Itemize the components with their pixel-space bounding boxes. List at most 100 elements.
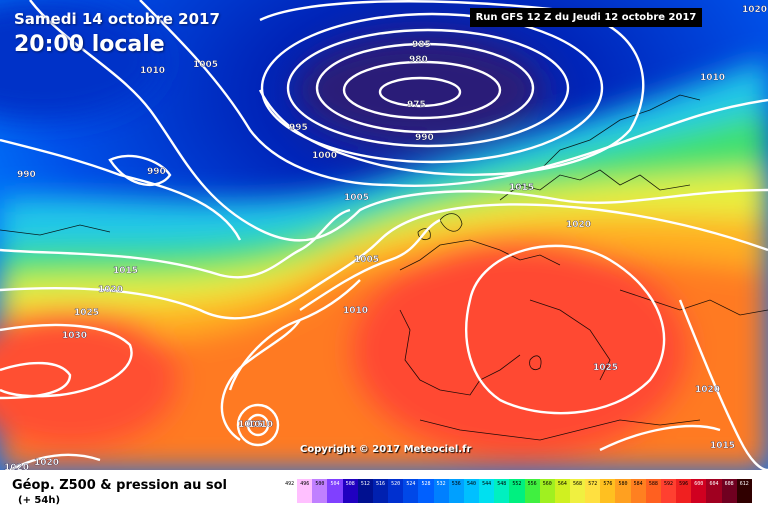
isobar-label: 975 bbox=[407, 100, 426, 110]
legend-value: 612 bbox=[739, 481, 749, 487]
legend-swatch: 572 bbox=[585, 479, 601, 503]
legend-value: 524 bbox=[406, 481, 416, 487]
legend-value: 592 bbox=[663, 481, 673, 487]
legend-swatch: 588 bbox=[645, 479, 661, 503]
legend-swatch: 492 bbox=[282, 479, 298, 503]
isobar-label: 1020 bbox=[742, 5, 767, 15]
legend-swatch: 548 bbox=[494, 479, 510, 503]
legend-value: 532 bbox=[436, 481, 446, 487]
legend-swatch: 528 bbox=[418, 479, 434, 503]
legend-swatch: 560 bbox=[539, 479, 555, 503]
isobar-label: 985 bbox=[412, 40, 431, 50]
isobar-label: 1015 bbox=[113, 266, 138, 276]
isobar-label: 1020 bbox=[34, 458, 59, 468]
legend-swatch: 496 bbox=[297, 479, 313, 503]
temperature-field bbox=[0, 0, 768, 470]
isobar-label: 1000 bbox=[312, 151, 337, 161]
legend-swatch: 508 bbox=[342, 479, 358, 503]
isobar-label: 1030 bbox=[62, 331, 87, 341]
legend-value: 604 bbox=[709, 481, 719, 487]
legend-swatch: 544 bbox=[479, 479, 495, 503]
isobar-label: 1010 bbox=[700, 73, 725, 83]
chart-title: Géop. Z500 & pression au sol bbox=[12, 478, 227, 493]
legend-swatch: 556 bbox=[524, 479, 540, 503]
legend-swatch: 512 bbox=[357, 479, 373, 503]
legend-swatch: 564 bbox=[554, 479, 570, 503]
legend-value: 536 bbox=[451, 481, 461, 487]
legend-swatch: 612 bbox=[736, 479, 752, 503]
legend-value: 512 bbox=[360, 481, 370, 487]
model-run-label: Run GFS 12 Z du Jeudi 12 octobre 2017 bbox=[470, 8, 702, 27]
legend-value: 516 bbox=[376, 481, 386, 487]
isobar-label: 1005 bbox=[354, 255, 379, 265]
isobar-label: 1020 bbox=[566, 220, 591, 230]
legend-value: 528 bbox=[421, 481, 431, 487]
legend-value: 572 bbox=[588, 481, 598, 487]
legend-value: 588 bbox=[648, 481, 658, 487]
legend-value: 580 bbox=[618, 481, 628, 487]
legend-value: 492 bbox=[285, 481, 295, 487]
legend-swatch: 536 bbox=[448, 479, 464, 503]
legend-swatch: 584 bbox=[630, 479, 646, 503]
isobar-label: 990 bbox=[17, 170, 36, 180]
isobars bbox=[0, 0, 768, 470]
legend-swatch: 500 bbox=[312, 479, 328, 503]
legend-swatch: 592 bbox=[660, 479, 677, 503]
legend-swatch: 580 bbox=[615, 479, 631, 503]
legend-value: 552 bbox=[512, 481, 522, 487]
legend-value: 544 bbox=[482, 481, 492, 487]
isobar-label: 1005 bbox=[193, 60, 218, 70]
legend-value: 568 bbox=[573, 481, 583, 487]
legend-swatch: 608 bbox=[721, 479, 737, 503]
legend-value: 496 bbox=[300, 481, 310, 487]
isobar-label: 995 bbox=[289, 123, 308, 133]
isobar-label: 990 bbox=[415, 133, 434, 143]
legend-value: 596 bbox=[679, 481, 689, 487]
legend-swatch: 568 bbox=[569, 479, 586, 503]
isobar-label: 990 bbox=[147, 167, 166, 177]
legend-value: 560 bbox=[542, 481, 552, 487]
legend-swatch: 596 bbox=[676, 479, 692, 503]
isobar-label: 1025 bbox=[74, 308, 99, 318]
isobar-label: 1005 bbox=[344, 193, 369, 203]
legend-swatch: 552 bbox=[509, 479, 525, 503]
forecast-date: Samedi 14 octobre 2017 bbox=[14, 10, 220, 28]
pressure-map: 1010 1005 985 980 975 990 995 1000 990 9… bbox=[0, 0, 768, 470]
legend-value: 504 bbox=[330, 481, 340, 487]
isobar-label: 1010 bbox=[140, 66, 165, 76]
coastlines bbox=[0, 94, 768, 441]
legend-value: 520 bbox=[391, 481, 401, 487]
legend-value: 608 bbox=[724, 481, 734, 487]
color-legend: 492 496 500 504 508 512 516 520 524 528 532 536 540 5… bbox=[282, 479, 752, 503]
legend-swatch: 604 bbox=[706, 479, 722, 503]
legend-value: 564 bbox=[557, 481, 567, 487]
forecast-time: 20:00 locale bbox=[14, 32, 165, 57]
legend-value: 556 bbox=[527, 481, 537, 487]
isobar-label: 1015 bbox=[710, 441, 735, 451]
isobar-label: 1020 bbox=[695, 385, 720, 395]
forecast-range: (+ 54h) bbox=[18, 495, 61, 506]
legend-swatch: 504 bbox=[327, 479, 343, 503]
legend-swatch: 600 bbox=[691, 479, 707, 503]
legend-swatch: 524 bbox=[403, 479, 419, 503]
isobar-label: 1020 bbox=[4, 463, 29, 470]
legend-value: 584 bbox=[633, 481, 643, 487]
legend-value: 548 bbox=[497, 481, 507, 487]
isobar-label: 1025 bbox=[593, 363, 618, 373]
legend-value: 500 bbox=[315, 481, 325, 487]
isobar-label: 980 bbox=[409, 55, 428, 65]
isobar-labels: 1010 1005 985 980 975 990 995 1000 990 9… bbox=[4, 5, 767, 470]
legend-swatch: 540 bbox=[463, 479, 480, 503]
legend-value: 540 bbox=[466, 481, 476, 487]
legend-swatch: 520 bbox=[388, 479, 404, 503]
legend-value: 508 bbox=[345, 481, 355, 487]
isobar-label: 1010 bbox=[248, 420, 273, 430]
isobar-label: 1015 bbox=[509, 183, 534, 193]
isobar-label: 1020 bbox=[98, 285, 123, 295]
legend-swatch: 576 bbox=[600, 479, 616, 503]
copyright-notice: Copyright © 2017 Meteociel.fr bbox=[300, 444, 472, 455]
legend-swatch: 532 bbox=[433, 479, 449, 503]
isobar-label: 1005 bbox=[238, 420, 263, 430]
isobar-label: 1010 bbox=[343, 306, 368, 316]
